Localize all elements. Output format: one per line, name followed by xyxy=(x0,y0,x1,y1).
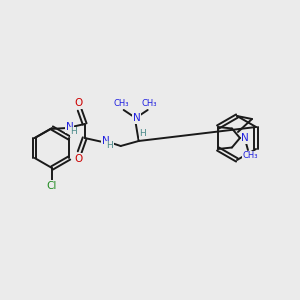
Text: CH₃: CH₃ xyxy=(114,100,129,109)
Text: N: N xyxy=(102,136,110,146)
Text: H: H xyxy=(106,142,113,151)
Text: O: O xyxy=(75,154,83,164)
Text: H: H xyxy=(139,130,146,139)
Text: CH₃: CH₃ xyxy=(142,100,158,109)
Text: N: N xyxy=(133,113,141,123)
Text: O: O xyxy=(75,98,83,108)
Text: N: N xyxy=(66,122,74,132)
Text: CH₃: CH₃ xyxy=(242,152,258,160)
Text: Cl: Cl xyxy=(47,181,57,191)
Text: H: H xyxy=(70,128,77,136)
Text: N: N xyxy=(241,133,249,143)
